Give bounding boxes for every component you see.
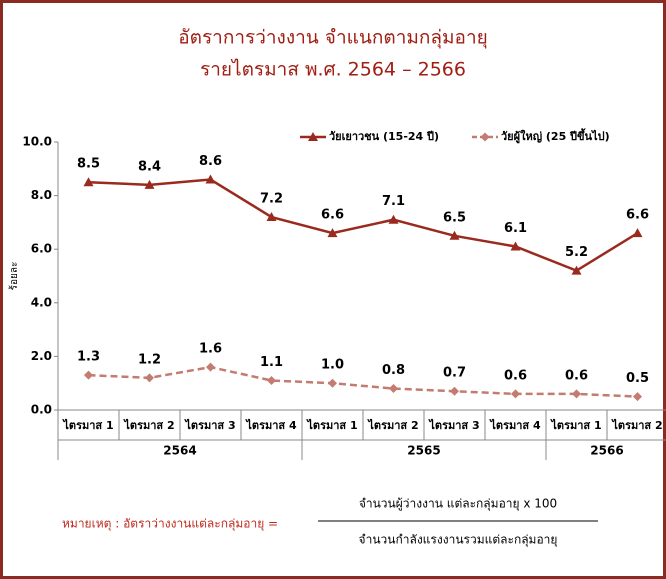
marker — [632, 228, 643, 238]
x-tick-label: ไตรมาส 3 — [183, 418, 235, 432]
x-tick-label: ไตรมาส 2 — [122, 418, 174, 432]
data-label: 5.2 — [565, 245, 588, 260]
y-tick-label: 4.0 — [31, 295, 52, 309]
data-label: 0.6 — [504, 368, 527, 383]
data-label: 0.5 — [626, 371, 649, 386]
data-label: 8.4 — [138, 159, 161, 174]
y-tick-label: 6.0 — [31, 242, 52, 256]
data-label: 8.5 — [77, 157, 100, 172]
y-tick-label: 0.0 — [31, 403, 52, 417]
series-line — [88, 365, 638, 398]
data-label: 7.2 — [260, 192, 283, 207]
legend-label: วัยผู้ใหญ่ (25 ปีขึ้นไป) — [501, 128, 610, 144]
data-label: 0.8 — [382, 363, 405, 378]
marker — [511, 389, 520, 399]
marker — [266, 212, 277, 222]
marker — [328, 378, 337, 388]
x-tick-label: ไตรมาส 1 — [61, 418, 113, 432]
data-label: 0.6 — [565, 368, 588, 383]
note-label: หมายเหตุ : อัตราว่างงานแต่ละกลุ่มอายุ = — [62, 517, 278, 532]
marker — [206, 362, 215, 372]
marker — [510, 241, 521, 251]
x-tick-label: ไตรมาส 4 — [488, 418, 541, 432]
data-label: 8.6 — [199, 154, 222, 169]
data-label: 6.6 — [626, 208, 649, 223]
x-tick-label: ไตรมาส 3 — [427, 418, 479, 432]
x-tick-label: ไตรมาส 1 — [549, 418, 601, 432]
data-label: 1.6 — [199, 342, 222, 357]
chart-subtitle: รายไตรมาส พ.ศ. 2564 – 2566 — [200, 59, 466, 81]
marker — [84, 370, 93, 380]
series-line — [88, 178, 639, 273]
data-label: 0.7 — [443, 366, 466, 381]
chart-title: อัตราการว่างงาน จำแนกตามกลุ่มอายุ — [178, 27, 488, 50]
marker — [144, 179, 155, 189]
data-label: 1.3 — [77, 350, 100, 365]
data-label: 6.6 — [321, 208, 344, 223]
x-tick-label: ไตรมาส 2 — [610, 418, 662, 432]
x-tick-label: ไตรมาส 1 — [305, 418, 357, 432]
marker — [449, 230, 460, 240]
marker — [388, 214, 399, 224]
data-label: 6.5 — [443, 210, 466, 225]
y-tick-label: 2.0 — [31, 349, 52, 363]
y-tick-label: 10.0 — [22, 135, 52, 149]
marker — [145, 373, 154, 383]
x-tick-label: ไตรมาส 4 — [244, 418, 297, 432]
legend-label: วัยเยาวชน (15-24 ปี) — [329, 130, 439, 143]
group-label: 2564 — [163, 444, 196, 458]
marker — [480, 132, 490, 142]
data-label: 6.1 — [504, 221, 527, 236]
marker — [571, 265, 582, 275]
group-label: 2565 — [407, 444, 440, 458]
data-label: 7.1 — [382, 194, 405, 209]
marker — [450, 386, 459, 396]
marker — [572, 389, 581, 399]
note-numerator: จำนวนผู้ว่างงาน แต่ละกลุ่มอายุ x 100 — [359, 497, 557, 512]
marker — [308, 132, 318, 141]
marker — [327, 228, 338, 238]
group-label: 2566 — [590, 444, 623, 458]
data-label: 1.1 — [260, 355, 283, 370]
marker — [205, 174, 216, 184]
x-tick-label: ไตรมาส 2 — [366, 418, 418, 432]
data-label: 1.2 — [138, 352, 161, 367]
marker — [267, 376, 276, 386]
y-axis-label: ร้อยละ — [8, 262, 20, 291]
marker — [83, 177, 94, 187]
y-tick-label: 8.0 — [31, 188, 52, 202]
marker — [633, 392, 642, 402]
data-label: 1.0 — [321, 358, 344, 373]
note-denominator: จำนวนกำลังแรงงานรวมแต่ละกลุ่มอายุ — [359, 533, 558, 548]
marker — [389, 384, 398, 394]
